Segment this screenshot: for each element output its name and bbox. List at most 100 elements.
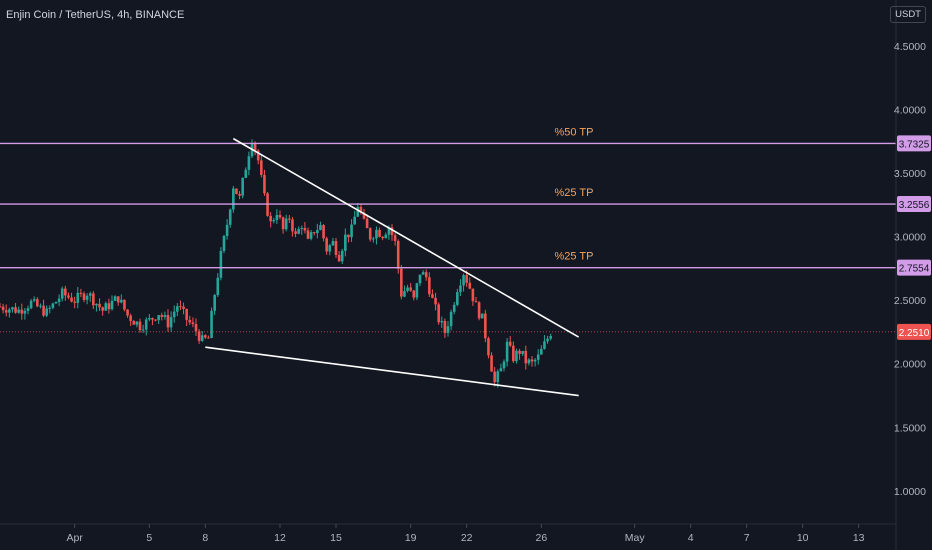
candle [437,302,440,325]
candle [73,296,76,309]
candle [474,297,478,303]
symbol-title[interactable]: Enjin Coin / TetherUS, 4h, BINANCE [6,9,185,21]
candle [88,291,92,302]
candle [446,321,450,337]
currency-badge[interactable]: USDT [890,6,926,23]
candle-body [325,238,328,252]
candle [403,285,406,298]
candle-body [365,218,369,229]
candle [57,294,61,307]
candle-body [228,209,232,225]
candle-body [272,220,276,222]
time-axis[interactable]: Apr 5 8 12 15 19 22 26 May 4 7 10 13 [66,524,865,544]
candle-body [493,371,496,383]
candle-body [549,335,552,339]
candle [256,149,260,165]
candle [452,301,456,315]
price-tick-label: 3.5000 [894,168,926,180]
candle [297,226,300,235]
candle [322,224,325,242]
candle-body [14,307,17,313]
trend-line-lower [205,346,579,397]
candle [412,289,416,301]
candle [188,315,192,325]
candle [263,169,266,196]
candle [210,307,213,339]
candle-body [210,310,213,338]
candle-body [188,319,192,323]
candle [76,286,80,309]
candle [381,235,384,241]
candle-body [543,341,546,349]
candle-body [294,231,297,234]
candle [291,216,294,237]
candle-body [107,303,111,310]
candle [440,316,444,328]
candle-body [344,234,347,251]
candle [172,305,176,323]
candle [126,309,129,318]
candle [499,363,503,372]
candle [8,307,11,318]
candle-body [490,355,493,372]
time-tick-label: 10 [797,532,809,544]
candles-layer [0,139,552,388]
candle [328,243,332,256]
candle-body [512,345,515,362]
candle-body [163,315,167,317]
candle-body [57,298,61,302]
candle-body [110,300,114,310]
candle-body [194,323,198,332]
candle [179,300,182,311]
candle [272,217,276,224]
candle [353,210,356,225]
candle-body [496,371,500,383]
candle-body [113,296,117,301]
candle-body [281,217,285,230]
candle-body [328,245,332,252]
candle-body [4,310,8,313]
candle [319,221,322,231]
candle-body [151,318,154,320]
candle-body [449,311,453,327]
price-tick-label: 4.5000 [894,41,926,53]
candle-body [384,234,388,239]
candle [36,297,39,308]
candle [502,359,506,372]
candle [368,227,372,242]
candle [14,302,17,314]
candle-body [316,230,319,234]
candle [200,331,204,342]
candle [303,222,307,234]
candle [191,317,195,328]
candle [194,318,198,336]
candle-body [36,299,39,307]
price-axis[interactable]: 1.0000 1.5000 2.0000 2.5000 3.0000 3.5000 4.00… [894,41,926,498]
candle-body [347,234,350,238]
candle-body [434,297,437,305]
candle-body [375,229,378,239]
candle-body [288,218,291,220]
candle [530,355,534,367]
candle-body [471,288,475,302]
price-tick-label: 2.0000 [894,359,926,371]
candle [309,229,313,241]
candle [359,204,363,215]
candle [288,215,291,223]
candle-body [319,225,322,231]
candle [331,237,335,246]
candle-body [48,307,52,309]
candle [487,336,490,359]
candle-body [185,308,188,320]
candle [536,349,540,365]
candle-body [424,272,428,278]
candle [543,335,546,350]
candle [129,313,132,327]
candle-body [54,301,58,304]
candle-body [172,311,176,318]
candle-body [0,306,2,308]
time-tick-label: 12 [274,532,286,544]
candle [393,232,397,246]
time-tick-label: 5 [146,532,152,544]
